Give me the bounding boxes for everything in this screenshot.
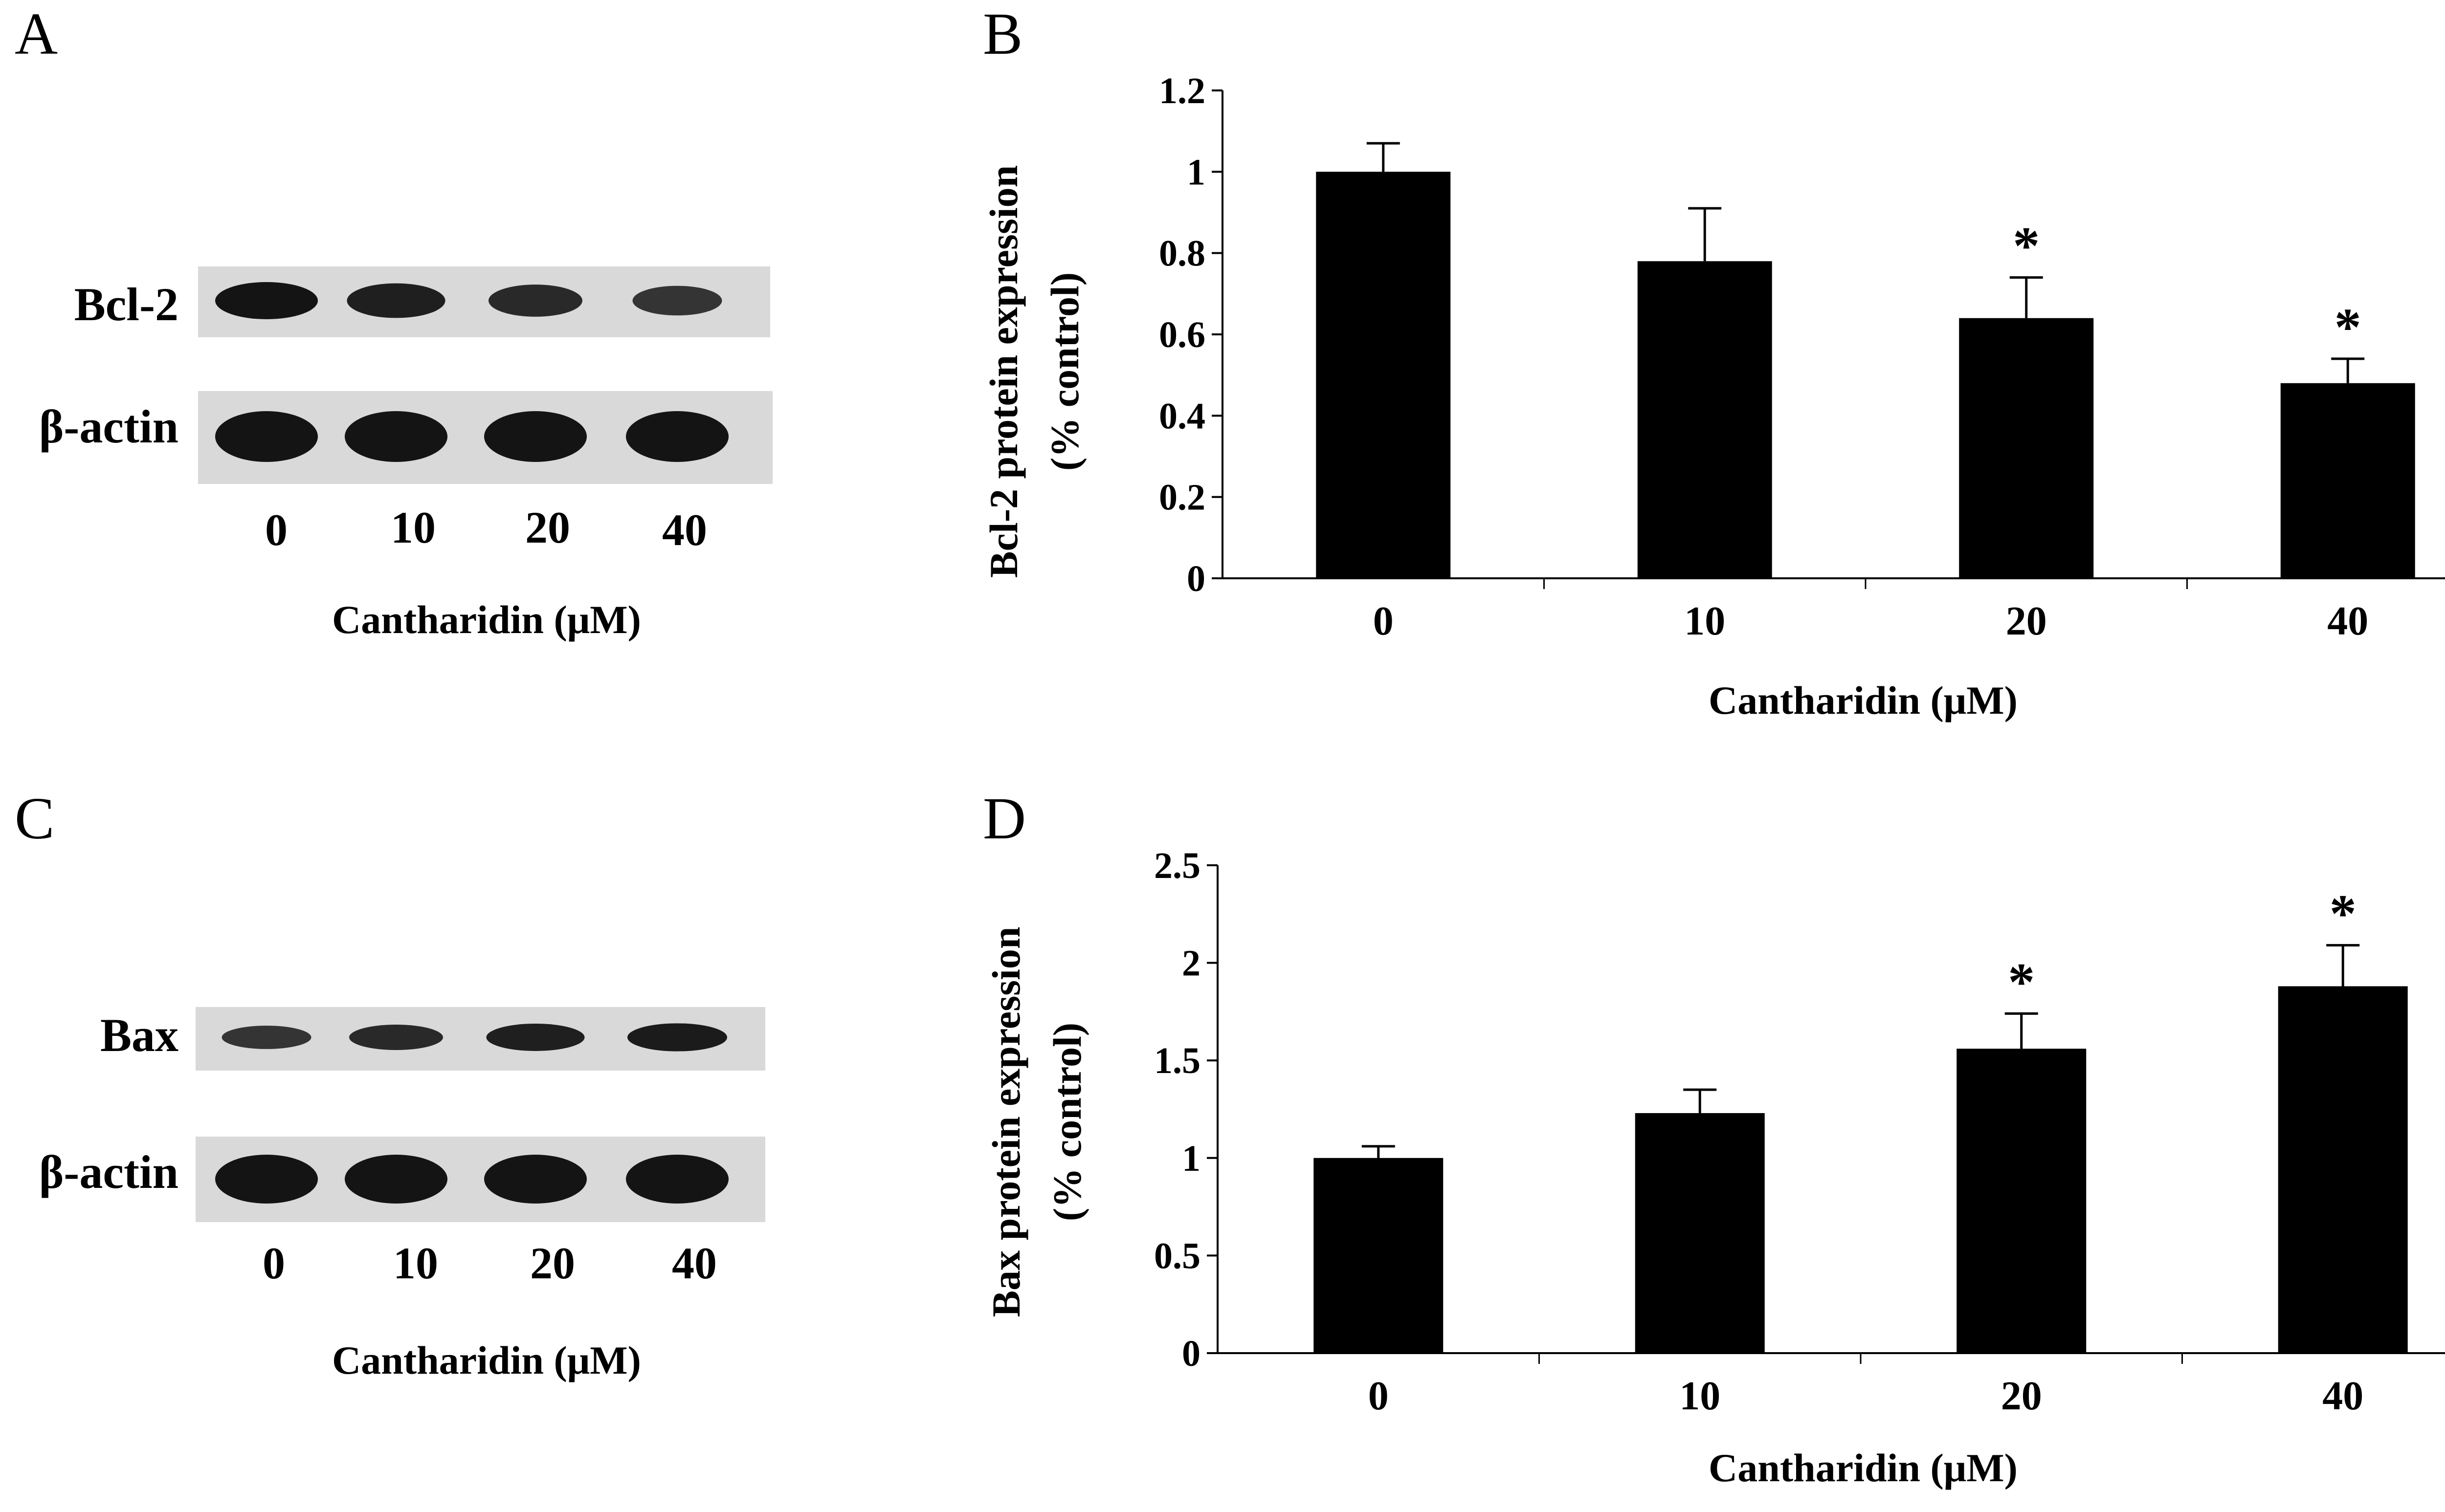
blot-label-bcl2: Bcl-2 — [74, 278, 178, 330]
y-tick-label: 0.6 — [1159, 314, 1205, 355]
lane-label-c-20: 20 — [530, 1238, 575, 1288]
blot-band — [215, 282, 318, 319]
blot-band — [632, 285, 722, 316]
panel-letter-c: C — [15, 786, 54, 852]
panel-c: C Bax β-actin 0 10 20 40 Cantharidin (μM… — [15, 786, 765, 1382]
bar — [1959, 318, 2094, 578]
x-tick-label: 0 — [1368, 1373, 1389, 1419]
ylabel-b: Bcl-2 protein expression (% control) — [981, 165, 1087, 578]
panel-letter-d: D — [983, 786, 1026, 852]
lane-label-20: 20 — [525, 503, 570, 552]
panel-b: B Bcl-2 protein expression (% control) 0… — [981, 1, 2445, 723]
panel-d: D Bax protein expression (% control) 0 0.… — [983, 786, 2445, 1490]
blot-band — [215, 411, 318, 462]
blot-label-bax: Bax — [100, 1009, 178, 1061]
ylabel-d: Bax protein expression (% control) — [984, 927, 1089, 1317]
lane-label-c-40: 40 — [672, 1238, 717, 1288]
y-tick-label: 2.5 — [1154, 845, 1200, 886]
significance-marker: * — [2008, 952, 2035, 1011]
xlabel-d: Cantharidin (μM) — [1709, 1446, 2018, 1490]
y-tick-label: 1 — [1182, 1138, 1200, 1179]
blot-band — [486, 1024, 585, 1051]
y-tick-label: 2 — [1182, 943, 1200, 984]
lane-label-40: 40 — [662, 505, 707, 555]
chart-d: 0 0.5 1 1.5 2 2.5 0 10 20 * 40 * — [1154, 845, 2445, 1419]
blot-label-actin-c: β-actin — [39, 1146, 178, 1198]
bands-actin — [215, 411, 729, 462]
blot-band — [626, 411, 729, 462]
blot-band — [484, 411, 587, 462]
y-tick-label: 0.4 — [1159, 395, 1205, 437]
y-tick-label: 1.5 — [1154, 1040, 1200, 1081]
x-tick-label: 20 — [2001, 1373, 2042, 1419]
blot-xlabel-a: Cantharidin (μM) — [332, 597, 641, 642]
panel-a: A Bcl-2 β-actin 0 10 20 40 Cantharidin (… — [15, 1, 773, 642]
blot-band — [489, 285, 582, 317]
lane-label-10: 10 — [391, 503, 436, 552]
bands-bax — [222, 1023, 727, 1052]
y-tick-label: 1.2 — [1159, 70, 1205, 111]
panel-letter-b: B — [983, 1, 1022, 67]
blot-band — [345, 411, 447, 462]
y-tick-label: 0.5 — [1154, 1235, 1200, 1276]
x-tick-label: 40 — [2322, 1373, 2363, 1419]
lane-label-c-0: 0 — [263, 1238, 285, 1288]
blot-band — [627, 1023, 727, 1052]
significance-marker: * — [2334, 297, 2361, 357]
bar — [1956, 1049, 2087, 1353]
bar — [2280, 383, 2415, 578]
y-tick-label: 0.8 — [1159, 233, 1205, 274]
chart-b: 0 0.2 0.4 0.6 0.8 1 1.2 0 10 20 * 40 * — [1159, 70, 2445, 644]
x-tick-label: 40 — [2327, 598, 2368, 644]
lane-label-c-10: 10 — [393, 1238, 438, 1288]
ylabel-d-line1: Bax protein expression — [984, 927, 1028, 1317]
significance-marker: * — [2330, 884, 2356, 943]
blot-band — [349, 1025, 443, 1050]
ylabel-b-line2: (% control) — [1043, 272, 1087, 471]
y-tick-label: 0 — [1187, 558, 1205, 599]
y-tick-label: 0.2 — [1159, 477, 1205, 518]
y-tick-label: 0 — [1182, 1333, 1200, 1374]
bands-actin-c — [215, 1155, 729, 1204]
x-tick-label: 0 — [1373, 598, 1394, 644]
blot-band — [484, 1155, 587, 1204]
x-tick-label: 10 — [1684, 598, 1725, 644]
bar — [1316, 172, 1451, 578]
bands-bcl2 — [215, 282, 722, 319]
bar — [1635, 1113, 1765, 1353]
blot-band — [345, 1155, 447, 1204]
y-tick-label: 1 — [1187, 152, 1205, 193]
bar — [1313, 1158, 1444, 1353]
blot-xlabel-c: Cantharidin (μM) — [332, 1338, 641, 1382]
blot-band — [222, 1026, 311, 1049]
significance-marker: * — [2013, 216, 2040, 276]
ylabel-b-line1: Bcl-2 protein expression — [981, 165, 1026, 578]
xlabel-b: Cantharidin (μM) — [1709, 678, 2018, 723]
ylabel-d-line2: (% control) — [1045, 1023, 1089, 1221]
blot-band — [347, 283, 445, 318]
bar — [2278, 986, 2408, 1353]
blot-band — [215, 1155, 318, 1204]
blot-band — [626, 1155, 729, 1204]
x-tick-label: 20 — [2006, 598, 2047, 644]
panel-letter-a: A — [15, 1, 58, 67]
lane-label-0: 0 — [265, 505, 288, 555]
blot-label-actin: β-actin — [39, 400, 178, 453]
x-tick-label: 10 — [1679, 1373, 1720, 1419]
bar — [1637, 261, 1772, 578]
